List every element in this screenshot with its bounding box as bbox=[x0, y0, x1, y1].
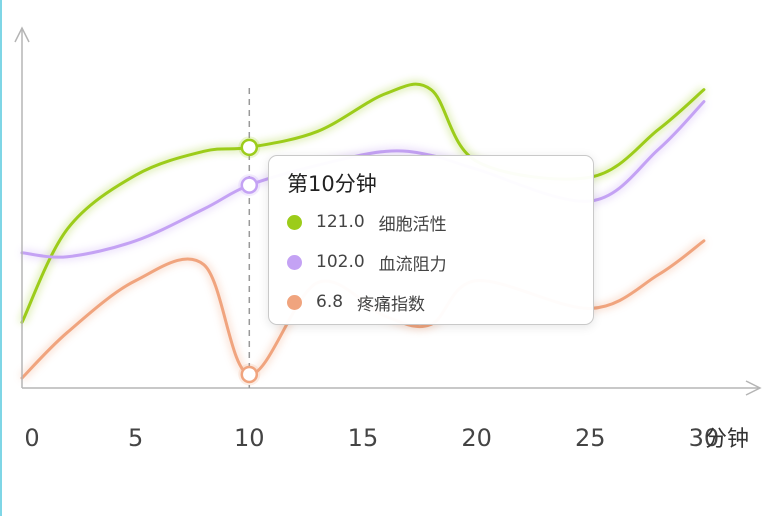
tooltip-series-label: 细胞活性 bbox=[378, 214, 447, 235]
tooltip: 第10分钟 121.0 细胞活性 102.0 血流阻力 6.8 疼痛指数 bbox=[268, 155, 594, 325]
y-axis-arrow bbox=[14, 26, 30, 43]
tooltip-value: 121.0 bbox=[316, 212, 365, 232]
tooltip-value: 102.0 bbox=[316, 252, 365, 272]
x-tick-label: 10 bbox=[234, 424, 265, 452]
data-point-marker bbox=[240, 138, 259, 157]
window-edge bbox=[0, 0, 2, 516]
x-tick-label: 20 bbox=[461, 424, 492, 452]
x-tick-label: 0 bbox=[24, 424, 39, 452]
data-point-marker bbox=[240, 176, 259, 194]
legend-dot-icon bbox=[287, 254, 302, 270]
x-axis-arrow bbox=[745, 380, 762, 396]
tooltip-row-pain-index: 6.8 疼痛指数 bbox=[287, 288, 425, 316]
data-point-marker bbox=[240, 365, 259, 384]
series-line-2 bbox=[20, 100, 706, 259]
tooltip-row-cell-activity: 121.0 细胞活性 bbox=[287, 208, 447, 236]
x-tick-label: 30 bbox=[689, 424, 720, 452]
tooltip-value: 6.8 bbox=[316, 292, 344, 312]
tooltip-title: 第10分钟 bbox=[287, 172, 377, 196]
x-axis-unit-label: 分钟 bbox=[705, 427, 749, 452]
tooltip-row-blood-resistance: 102.0 血流阻力 bbox=[287, 248, 447, 276]
tooltip-series-label: 血流阻力 bbox=[378, 254, 447, 275]
legend-dot-icon bbox=[287, 214, 302, 230]
tooltip-series-label: 疼痛指数 bbox=[357, 294, 426, 315]
x-tick-label: 15 bbox=[348, 424, 379, 452]
legend-dot-icon bbox=[287, 294, 302, 310]
x-tick-label: 5 bbox=[128, 424, 143, 452]
x-tick-label: 25 bbox=[575, 424, 606, 452]
